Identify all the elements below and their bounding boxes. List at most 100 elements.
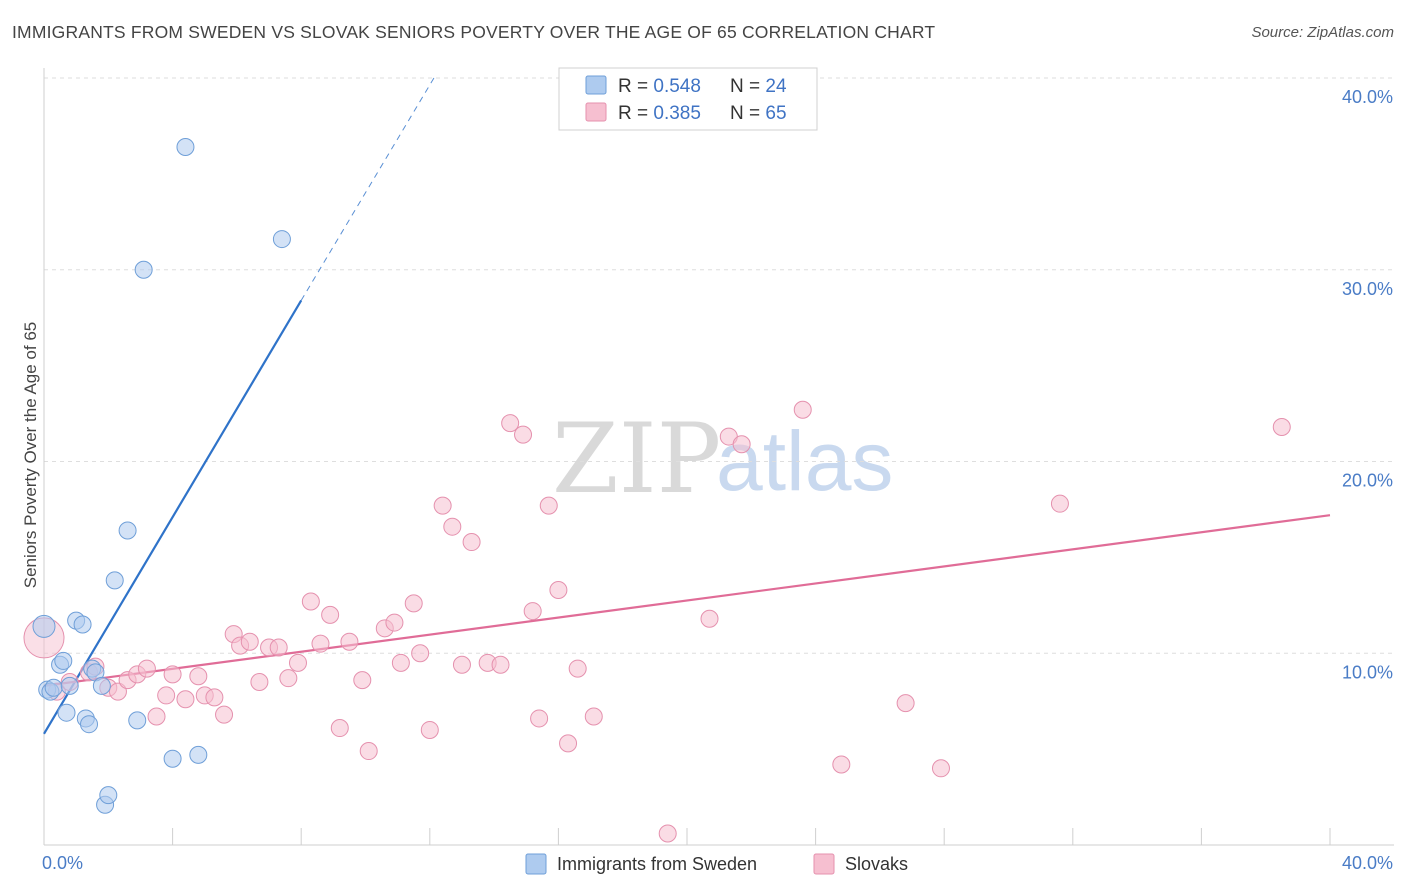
svg-text:R = 0.385: R = 0.385 [618, 103, 701, 124]
point-slovak-50 [549, 580, 568, 599]
point-slovak-35 [391, 653, 410, 672]
point-slovak-38 [420, 720, 439, 739]
y-tick-labels: 10.0% 20.0% 30.0% 40.0% [1342, 87, 1393, 682]
source-label: Source: ZipAtlas.com [1251, 24, 1394, 41]
point-slovak-54 [658, 824, 677, 843]
point-slovak-32 [359, 742, 378, 761]
point-slovak-58 [793, 400, 812, 419]
point-slovak-20 [240, 632, 259, 651]
point-slovak-55 [700, 609, 719, 628]
legend-r-value-2: 0.385 [653, 103, 701, 124]
point-slovak-52 [568, 659, 587, 678]
point-sweden-cluster [32, 614, 56, 638]
y-tick-label-2: 30.0% [1342, 279, 1393, 299]
point-slovak-63 [1272, 417, 1291, 436]
stats-legend: R = 0.548 N = 24 R = 0.385 N = 65 [558, 67, 818, 131]
point-slovak-36 [404, 594, 423, 613]
svg-text:N = 24: N = 24 [730, 76, 787, 97]
legend-n-label-1: N = [730, 76, 765, 97]
point-slovak-23 [269, 638, 288, 657]
legend-r-label-1: R = [618, 76, 653, 97]
legend-n-value-1: 24 [765, 76, 787, 97]
point-slovak-60 [896, 694, 915, 713]
point-slovak-61 [931, 759, 950, 778]
legend-r-value-1: 0.548 [653, 76, 701, 97]
point-slovak-31 [353, 671, 372, 690]
point-slovak-21 [250, 673, 269, 692]
point-slovak-41 [452, 655, 471, 674]
legend-swatch-sweden [585, 75, 607, 95]
point-slovak-16 [205, 688, 224, 707]
bottom-legend-swatch-slovak [813, 853, 835, 875]
y-tick-label-3: 40.0% [1342, 87, 1393, 107]
bottom-legend-label-sweden: Immigrants from Sweden [557, 854, 757, 874]
bottom-legend-label-slovak: Slovaks [845, 854, 908, 874]
series-legend: Immigrants from Sweden Slovaks [525, 853, 908, 875]
point-slovak-45 [501, 414, 520, 433]
point-slovak-42 [462, 533, 481, 552]
point-slovak-25 [288, 653, 307, 672]
point-sweden-10 [80, 715, 99, 734]
point-sweden-2 [44, 678, 63, 697]
point-slovak-26 [301, 592, 320, 611]
point-slovak-6 [108, 682, 127, 701]
svg-text:N = 65: N = 65 [730, 103, 787, 124]
point-sweden-20 [163, 749, 182, 768]
point-slovak-49 [539, 496, 558, 515]
point-sweden-8 [73, 615, 92, 634]
legend-swatch-slovak [585, 102, 607, 122]
legend-n-value-2: 65 [765, 103, 786, 124]
point-slovak-46 [514, 425, 533, 444]
point-sweden-6 [60, 676, 79, 695]
point-sweden-5 [57, 703, 76, 722]
trend-line-slovak [43, 514, 1331, 687]
point-sweden-17 [118, 521, 137, 540]
point-sweden-23 [272, 230, 291, 249]
point-slovak-30 [340, 632, 359, 651]
point-slovak-53 [584, 707, 603, 726]
point-slovak-14 [189, 667, 208, 686]
axes [43, 68, 1394, 846]
point-slovak-44 [491, 655, 510, 674]
point-sweden-22 [189, 745, 208, 764]
point-sweden-18 [128, 711, 147, 730]
point-sweden-4 [54, 651, 73, 670]
point-slovak-27 [311, 634, 330, 653]
point-slovak-48 [530, 709, 549, 728]
point-sweden-15 [99, 786, 118, 805]
point-sweden-16 [105, 571, 124, 590]
point-slovak-57 [732, 435, 751, 454]
point-slovak-13 [176, 690, 195, 709]
point-slovak-62 [1050, 494, 1069, 513]
x-tick-label-1: 40.0% [1342, 853, 1393, 873]
svg-text:R = 0.548: R = 0.548 [618, 76, 701, 97]
gridlines [44, 77, 1394, 654]
trend-line-sweden-extension [300, 73, 437, 301]
x-tick-labels: 0.0% 40.0% [42, 853, 1393, 873]
watermark-zip: ZIP [552, 403, 721, 515]
point-slovak-47 [523, 602, 542, 621]
point-sweden-19 [134, 260, 153, 279]
data-points [23, 138, 1291, 843]
point-slovak-28 [321, 605, 340, 624]
chart-title: IMMIGRANTS FROM SWEDEN VS SLOVAK SENIORS… [12, 22, 936, 42]
point-slovak-40 [443, 517, 462, 536]
point-slovak-59 [832, 755, 851, 774]
bottom-legend-swatch-sweden [525, 853, 547, 875]
point-slovak-51 [559, 734, 578, 753]
point-slovak-39 [433, 496, 452, 515]
legend-n-label-2: N = [730, 103, 765, 124]
y-axis-title: Seniors Poverty Over the Age of 65 [21, 322, 40, 588]
point-slovak-9 [137, 659, 156, 678]
point-sweden-21 [176, 138, 195, 157]
y-tick-label-0: 10.0% [1342, 662, 1393, 682]
legend-r-label-2: R = [618, 103, 653, 124]
point-slovak-12 [163, 665, 182, 684]
y-tick-label-1: 20.0% [1342, 471, 1393, 491]
point-slovak-11 [157, 686, 176, 705]
point-slovak-37 [411, 644, 430, 663]
point-slovak-10 [147, 707, 166, 726]
x-tick-label-0: 0.0% [42, 853, 83, 873]
point-sweden-13 [92, 676, 111, 695]
point-slovak-17 [215, 705, 234, 724]
